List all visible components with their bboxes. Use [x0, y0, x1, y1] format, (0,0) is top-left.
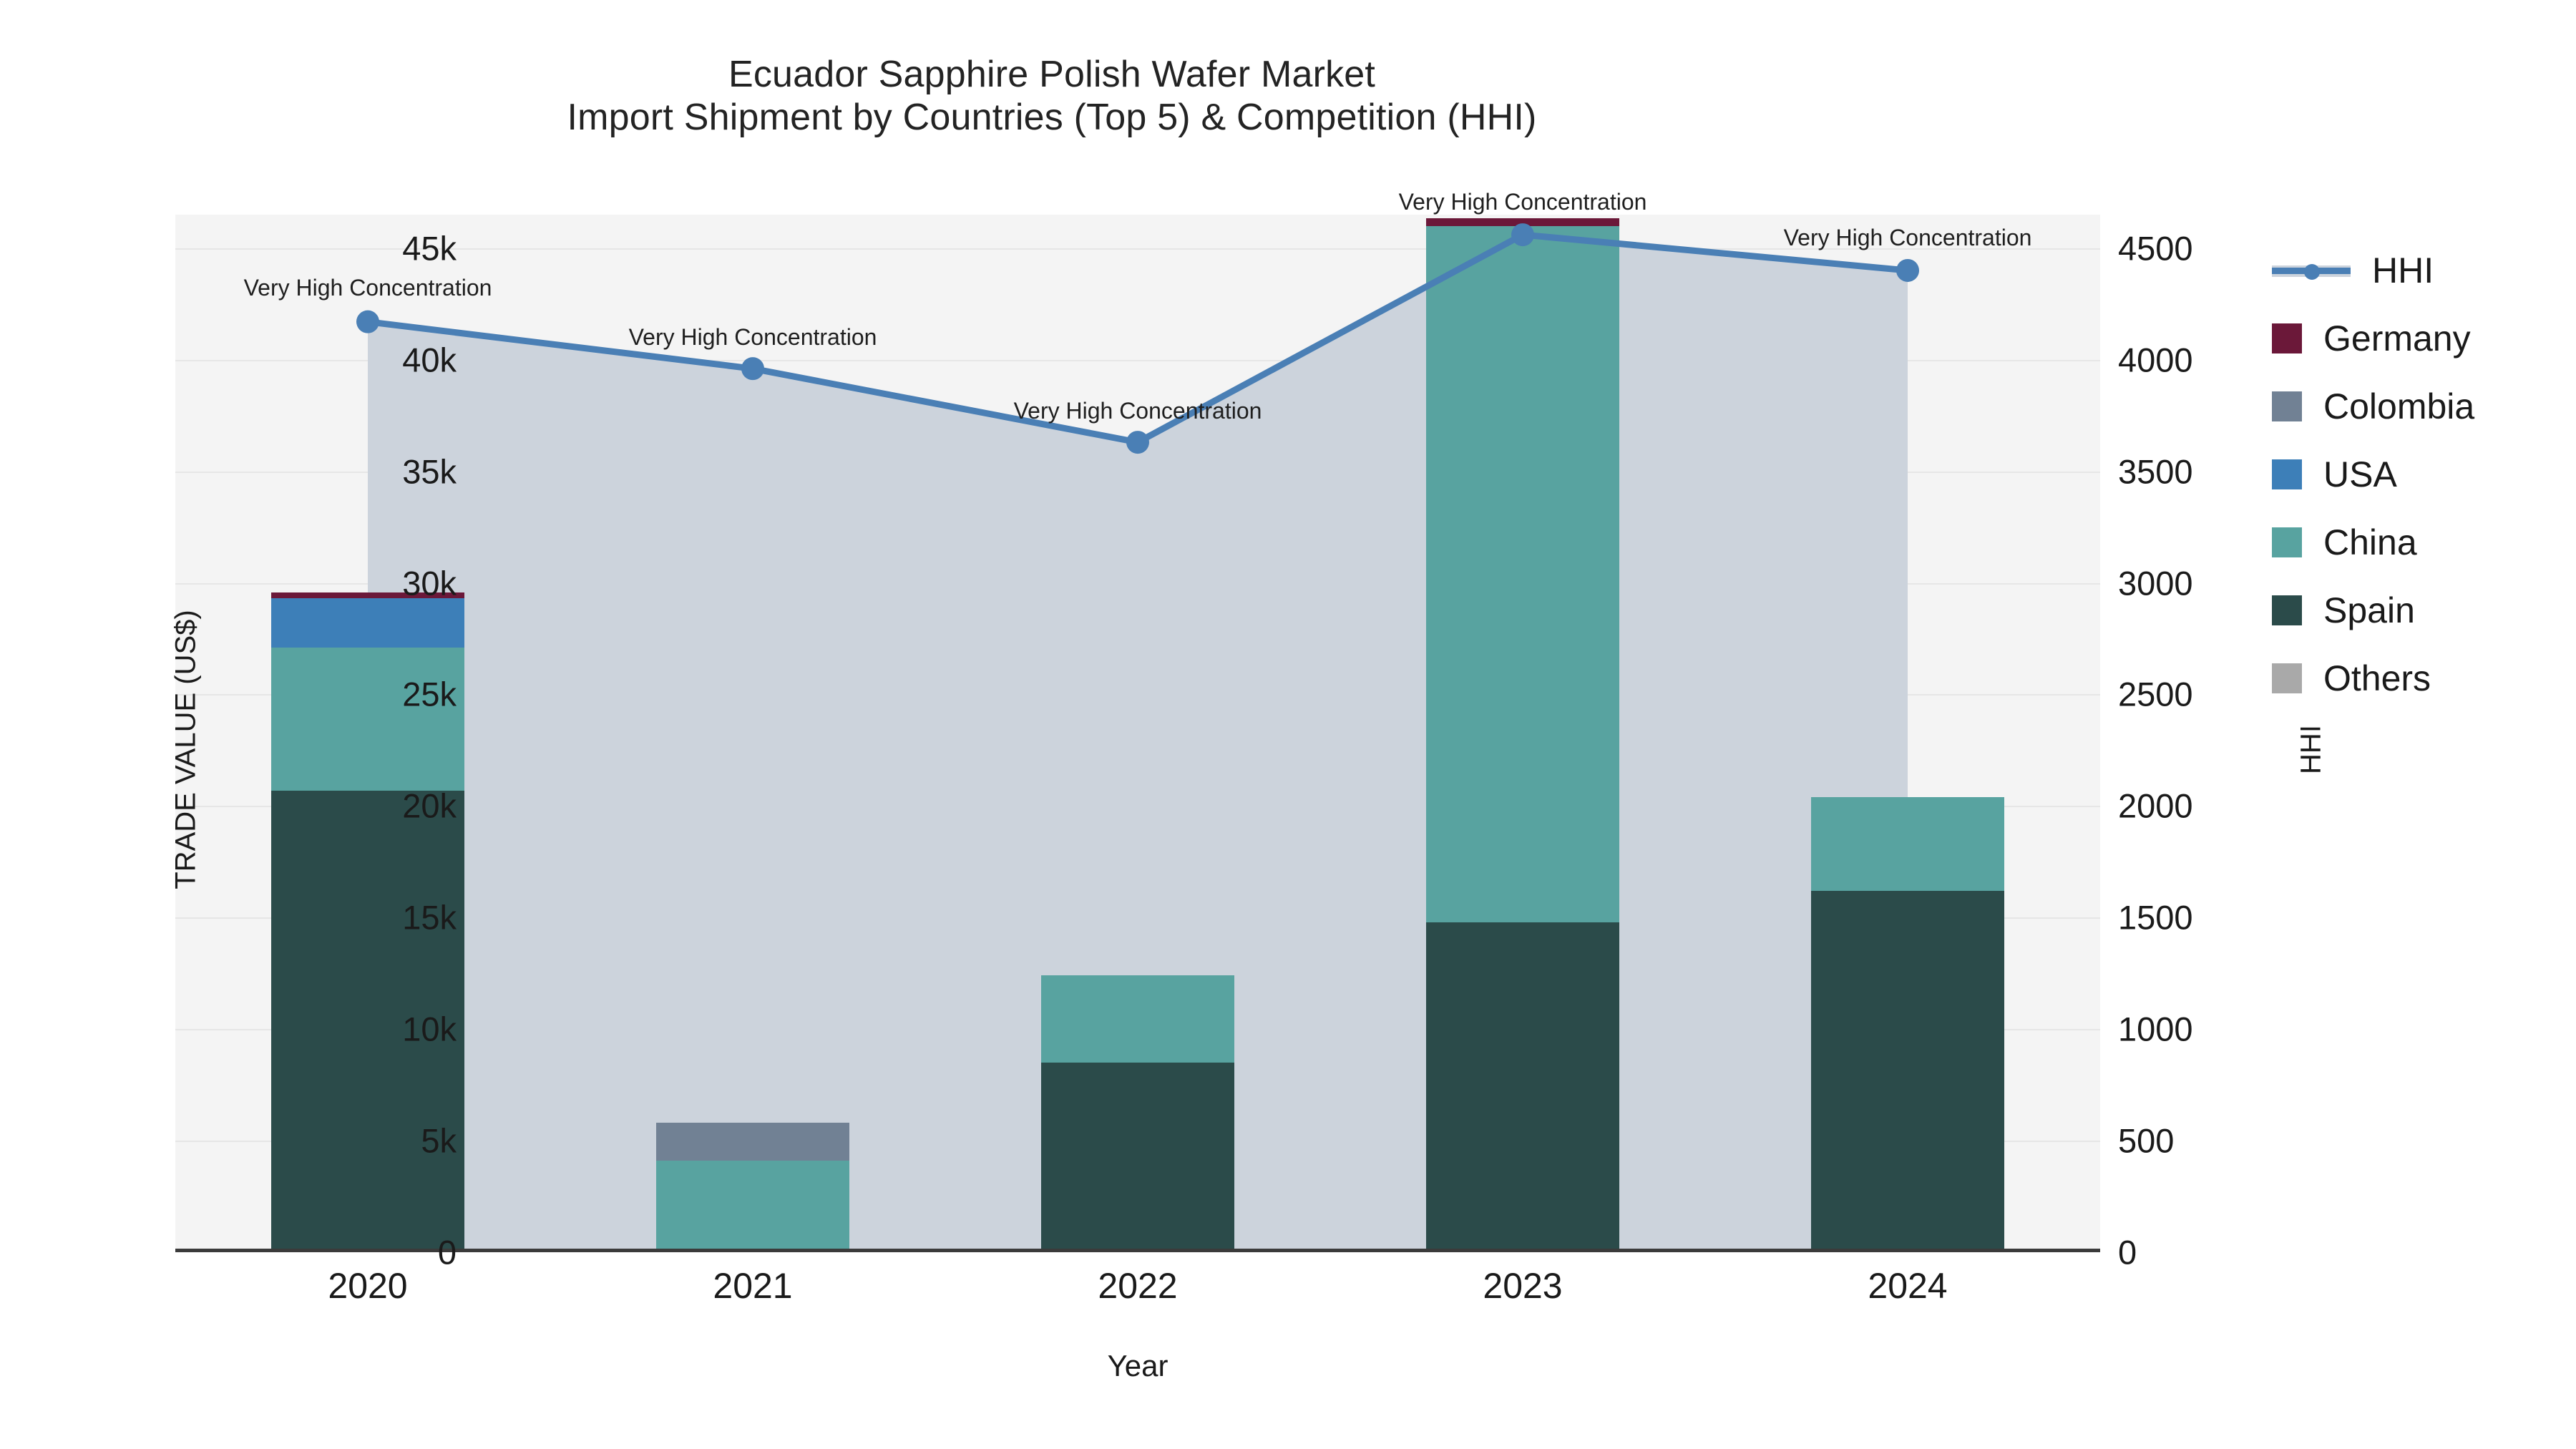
- bar-stacks: [175, 215, 2100, 1252]
- y-tick-right: 4500: [2118, 229, 2193, 268]
- hhi-annotation: Very High Concentration: [628, 324, 877, 351]
- legend-swatch-icon: [2272, 323, 2302, 353]
- legend-item-hhi[interactable]: HHI: [2272, 236, 2474, 304]
- legend-swatch-icon: [2272, 663, 2302, 693]
- y-tick-right: 2000: [2118, 786, 2193, 825]
- bar-stack-2020[interactable]: [271, 592, 464, 1252]
- y-tick-left: 10k: [402, 1010, 457, 1048]
- bar-stack-2024[interactable]: [1811, 796, 2004, 1252]
- x-tick-2023: 2023: [1483, 1266, 1563, 1306]
- y-tick-left: 5k: [421, 1121, 457, 1160]
- y-tick-right: 0: [2118, 1233, 2137, 1272]
- bar-stack-2021[interactable]: [656, 1123, 849, 1252]
- bar-segment-spain[interactable]: [1426, 922, 1619, 1252]
- x-axis-title: Year: [1107, 1349, 1169, 1382]
- legend-label: USA: [2323, 454, 2397, 494]
- chart-subtitle: Import Shipment by Countries (Top 5) & C…: [567, 96, 1537, 138]
- legend-item-germany[interactable]: Germany: [2272, 304, 2474, 372]
- bar-segment-china[interactable]: [1041, 975, 1234, 1063]
- bar-segment-germany[interactable]: [271, 592, 464, 599]
- bar-segment-china[interactable]: [656, 1161, 849, 1252]
- legend-line-icon: [2272, 255, 2351, 286]
- bar-segment-germany[interactable]: [1426, 218, 1619, 226]
- x-tick-2021: 2021: [713, 1266, 793, 1306]
- legend-label: HHI: [2372, 250, 2434, 291]
- legend-swatch-icon: [2272, 527, 2302, 557]
- chart-legend: HHI Germany Colombia USA China Spain Others: [2272, 236, 2474, 712]
- y-tick-right: 500: [2118, 1121, 2175, 1160]
- chart-title-block: Ecuador Sapphire Polish Wafer Market Imp…: [0, 54, 2104, 140]
- bar-stack-2023[interactable]: [1426, 218, 1619, 1252]
- legend-label: Others: [2323, 658, 2431, 698]
- y-tick-left: 30k: [402, 564, 457, 602]
- y-tick-right: 4000: [2118, 341, 2193, 379]
- bar-segment-china[interactable]: [1426, 225, 1619, 922]
- legend-item-usa[interactable]: USA: [2272, 440, 2474, 508]
- y-tick-left: 40k: [402, 341, 457, 379]
- bar-segment-spain[interactable]: [271, 790, 464, 1252]
- plot-area: [175, 215, 2100, 1252]
- y-tick-left: 25k: [402, 675, 457, 713]
- y-axis-left-title: TRADE VALUE (US$): [170, 610, 202, 889]
- y-tick-left: 35k: [402, 452, 457, 491]
- legend-swatch-icon: [2272, 459, 2302, 489]
- bar-stack-2022[interactable]: [1041, 975, 1234, 1252]
- legend-item-colombia[interactable]: Colombia: [2272, 372, 2474, 440]
- chart-title: Ecuador Sapphire Polish Wafer Market: [728, 54, 1376, 95]
- y-tick-left: 0: [437, 1233, 457, 1272]
- y-tick-right: 2500: [2118, 675, 2193, 713]
- legend-label: Spain: [2323, 590, 2415, 630]
- y-tick-right: 3000: [2118, 564, 2193, 602]
- legend-item-china[interactable]: China: [2272, 508, 2474, 576]
- x-tick-2020: 2020: [328, 1266, 408, 1306]
- legend-label: China: [2323, 522, 2417, 562]
- legend-item-spain[interactable]: Spain: [2272, 576, 2474, 644]
- hhi-annotation: Very High Concentration: [1013, 398, 1262, 424]
- legend-item-others[interactable]: Others: [2272, 644, 2474, 712]
- legend-swatch-icon: [2272, 595, 2302, 625]
- bar-segment-colombia[interactable]: [656, 1123, 849, 1161]
- x-tick-2024: 2024: [1868, 1266, 1948, 1306]
- y-tick-left: 20k: [402, 786, 457, 825]
- x-axis-line: [175, 1249, 2100, 1252]
- hhi-annotation: Very High Concentration: [1783, 224, 2032, 250]
- legend-label: Colombia: [2323, 386, 2475, 426]
- bar-segment-china[interactable]: [271, 647, 464, 791]
- bar-segment-china[interactable]: [1811, 796, 2004, 891]
- legend-label: Germany: [2323, 318, 2471, 358]
- y-tick-right: 1500: [2118, 898, 2193, 937]
- hhi-annotation: Very High Concentration: [243, 274, 492, 301]
- x-tick-2022: 2022: [1098, 1266, 1178, 1306]
- y-tick-left: 15k: [402, 898, 457, 937]
- bar-segment-spain[interactable]: [1811, 890, 2004, 1252]
- y-tick-right: 1000: [2118, 1010, 2193, 1048]
- legend-swatch-icon: [2272, 391, 2302, 421]
- bar-segment-usa[interactable]: [271, 598, 464, 648]
- y-tick-left: 45k: [402, 229, 457, 268]
- hhi-annotation: Very High Concentration: [1398, 189, 1647, 215]
- y-tick-right: 3500: [2118, 452, 2193, 491]
- bar-segment-spain[interactable]: [1041, 1062, 1234, 1252]
